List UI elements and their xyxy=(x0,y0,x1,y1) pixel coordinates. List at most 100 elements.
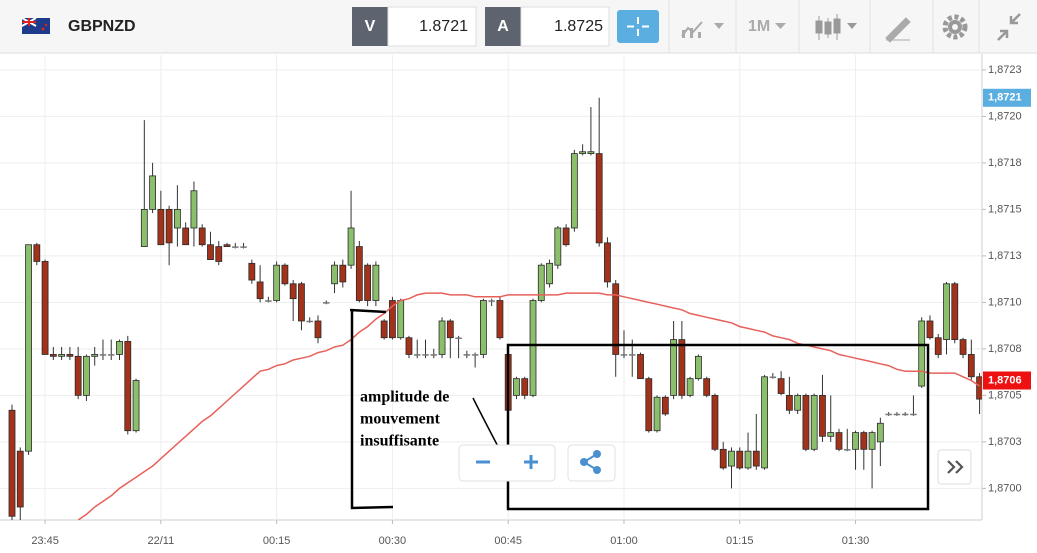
candle-body xyxy=(719,448,727,469)
y-tick-label: 1,8715 xyxy=(988,203,1022,215)
candle-body xyxy=(744,450,752,469)
candle-body xyxy=(58,354,66,357)
y-tick-label: 1,8705 xyxy=(988,389,1022,401)
scroll-right-button[interactable] xyxy=(937,449,972,485)
candle-body xyxy=(389,300,396,339)
candle-body xyxy=(380,320,388,339)
candle-body xyxy=(802,394,810,450)
candle-body xyxy=(83,355,90,396)
crosshair-button[interactable] xyxy=(617,10,659,43)
candle-body xyxy=(438,320,446,355)
candle-body xyxy=(686,378,694,396)
candle-body xyxy=(116,341,123,355)
candle-body xyxy=(852,432,859,450)
timeframe[interactable]: 1M xyxy=(748,18,770,35)
share-button[interactable] xyxy=(567,444,616,482)
candle-body xyxy=(347,227,355,266)
candle-body xyxy=(323,302,330,304)
settings-button[interactable] xyxy=(942,14,968,40)
ask-price: 1.8725 xyxy=(554,18,603,35)
candle-body xyxy=(695,355,702,380)
candle-body xyxy=(967,354,975,378)
candle-body xyxy=(761,376,768,469)
candle-body xyxy=(331,264,338,285)
candle-body xyxy=(752,450,760,467)
candle-body xyxy=(604,242,611,283)
candle-body xyxy=(546,262,553,285)
candle-body xyxy=(703,378,711,396)
candle-body xyxy=(132,380,140,432)
candle-body xyxy=(232,246,239,248)
candle-body xyxy=(298,283,305,322)
candle-body xyxy=(364,264,372,301)
candle-body xyxy=(885,413,892,416)
collapse-button[interactable] xyxy=(997,13,1021,41)
candle-body xyxy=(397,300,405,339)
candle-body xyxy=(736,450,744,469)
price-marker-label: 1,8721 xyxy=(988,92,1022,104)
bid-box[interactable] xyxy=(387,6,477,47)
candle-body xyxy=(190,190,198,229)
annotation-text: insuffisante xyxy=(360,433,439,450)
x-tick-label: 22/11 xyxy=(148,535,175,547)
candle-body xyxy=(41,261,49,355)
candle-body xyxy=(49,354,57,357)
candle-body xyxy=(496,300,504,339)
candle-body xyxy=(281,264,289,285)
candle-body xyxy=(165,208,173,244)
timeframe-caret xyxy=(775,23,786,29)
candle-body xyxy=(66,354,74,357)
candle-body xyxy=(959,339,967,355)
candle-body xyxy=(124,341,132,432)
ask-tag xyxy=(485,7,521,46)
candle-body xyxy=(860,432,868,450)
candle-body xyxy=(645,378,653,432)
candle-body xyxy=(637,354,644,380)
candle-body xyxy=(670,339,677,396)
candle-body xyxy=(901,413,909,416)
indicator-button[interactable] xyxy=(815,14,857,40)
annotation: amplitude de mouvement insuffisante xyxy=(360,389,449,450)
candle-body xyxy=(926,320,934,339)
chart-type-button[interactable] xyxy=(681,21,724,38)
candle-body xyxy=(951,283,959,340)
candle-body xyxy=(455,337,462,339)
candle-body xyxy=(579,151,587,154)
candle-body xyxy=(405,337,413,355)
grid xyxy=(0,55,982,520)
draw-button[interactable] xyxy=(885,17,911,43)
candle-body xyxy=(570,153,578,229)
x-tick-label: 01:30 xyxy=(842,535,870,547)
x-tick-label: 01:15 xyxy=(726,535,754,547)
y-tick-label: 1,8713 xyxy=(988,250,1022,262)
candle-body xyxy=(355,246,363,301)
candle-body xyxy=(207,244,214,261)
x-tick-label: 23:45 xyxy=(31,535,59,547)
candle-body xyxy=(629,354,636,356)
zoom-buttons[interactable] xyxy=(458,444,556,482)
price-marker xyxy=(983,88,1031,107)
candle-body xyxy=(413,354,421,356)
plot xyxy=(8,97,982,520)
candle-body xyxy=(306,320,313,323)
flag-icon xyxy=(21,17,50,34)
bid-tag xyxy=(352,7,388,46)
candle-body xyxy=(339,264,347,283)
candle-body xyxy=(372,264,380,301)
candle-body xyxy=(513,378,520,396)
price-marker xyxy=(983,371,1031,390)
candle-body xyxy=(827,432,835,437)
bid-label: V xyxy=(365,18,376,35)
candle-body xyxy=(653,396,661,432)
y-tick-label: 1,8708 xyxy=(988,343,1022,355)
ask-box[interactable] xyxy=(520,6,610,47)
candle-body xyxy=(16,450,24,508)
candle-body xyxy=(910,413,917,416)
symbol: GBPNZD xyxy=(68,18,136,35)
candle-body xyxy=(198,227,206,246)
candle-body xyxy=(488,300,495,302)
candle-body xyxy=(661,396,669,415)
y-tick-label: 1,8718 xyxy=(988,157,1022,169)
candle-body xyxy=(182,227,190,246)
